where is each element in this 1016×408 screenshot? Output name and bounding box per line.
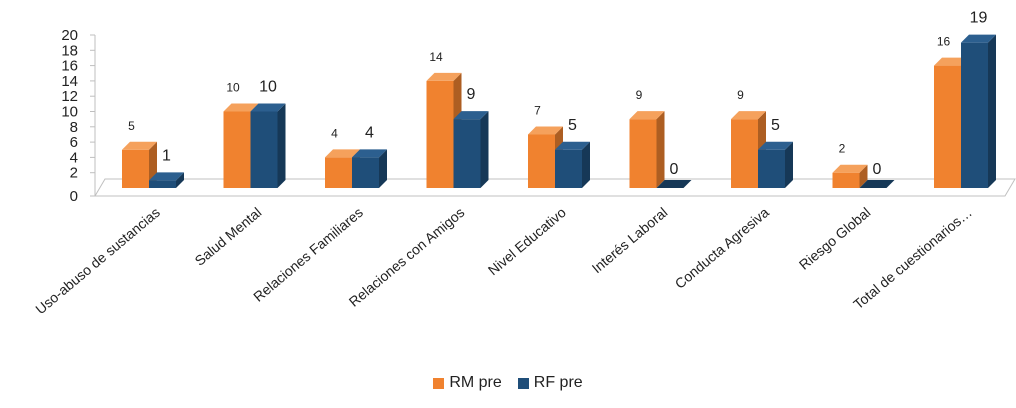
- y-tick-label: 4: [70, 149, 78, 166]
- y-tick-label: 12: [61, 88, 78, 105]
- data-label: 5: [128, 119, 135, 133]
- data-label: 10: [226, 81, 240, 95]
- bar-rm-pre: [731, 119, 758, 188]
- y-tick-label: 0: [70, 188, 78, 205]
- bar-top: [250, 103, 286, 112]
- y-tick-label: 8: [70, 119, 78, 136]
- data-label: 0: [873, 161, 882, 178]
- bar-side: [480, 111, 489, 188]
- bar-top: [731, 111, 766, 120]
- bar-top: [656, 180, 692, 188]
- data-label: 10: [259, 79, 277, 96]
- bar-side: [859, 164, 868, 188]
- bar-top: [325, 149, 360, 158]
- y-tick-label: 2: [70, 165, 78, 182]
- bar-top: [352, 149, 387, 158]
- bar-top: [629, 111, 665, 120]
- bar-top: [961, 34, 996, 43]
- bar-rm-pre: [223, 111, 251, 188]
- legend-item-rf-pre: RF pre: [517, 374, 583, 392]
- y-tick-label: 14: [61, 73, 78, 90]
- legend-label-rf-pre: RF pre: [533, 374, 583, 391]
- bar-top: [528, 126, 563, 135]
- bar-rf-pre: [555, 149, 582, 188]
- bar-rf-pre: [453, 119, 481, 188]
- bar-rm-pre: [629, 119, 657, 188]
- bar-rm-pre: [528, 134, 555, 188]
- data-label: 7: [534, 103, 541, 117]
- bar-rf-pre: [352, 157, 379, 188]
- x-tick-label: Relaciones Familiares: [250, 204, 366, 305]
- data-label: 9: [737, 88, 744, 102]
- legend: RM pre RF pre: [0, 374, 1016, 392]
- data-label: 4: [365, 124, 374, 141]
- bar-rm-pre: [934, 65, 961, 188]
- x-tick-label: Total de cuestionarios…: [850, 204, 975, 312]
- bar-top: [426, 72, 462, 81]
- legend-swatch-rf-pre: [517, 377, 529, 389]
- bar-top: [832, 164, 868, 173]
- y-tick-label: 16: [61, 58, 78, 75]
- y-tick-label: 20: [61, 27, 78, 44]
- bar-top: [934, 57, 969, 66]
- data-label: 4: [331, 126, 338, 140]
- x-tick-label: Salud Mental: [192, 204, 265, 269]
- data-label: 5: [568, 117, 577, 134]
- bar-side: [785, 141, 793, 188]
- data-label: 2: [839, 142, 846, 156]
- legend-label-rm-pre: RM pre: [449, 374, 502, 391]
- bar-top: [758, 141, 793, 150]
- x-tick-label: Interés Laboral: [589, 204, 671, 276]
- bar-rm-pre: [325, 157, 352, 188]
- bar-top: [453, 111, 489, 120]
- x-tick-label: Uso-abuso de sustancias: [32, 204, 163, 317]
- data-label: 14: [429, 50, 443, 64]
- bar-rm-pre: [426, 80, 454, 188]
- bar-rf-pre: [961, 42, 988, 189]
- x-tick-label: Nivel Educativo: [485, 204, 569, 278]
- bar-side: [988, 34, 996, 189]
- y-tick-label: 18: [61, 42, 78, 59]
- bar-side: [176, 172, 184, 188]
- bar-top: [223, 103, 259, 112]
- legend-item-rm-pre: RM pre: [433, 374, 502, 392]
- bar-rf-pre: [149, 180, 176, 188]
- legend-swatch-rm-pre: [433, 377, 445, 389]
- bar-rm-pre: [832, 172, 860, 188]
- data-label: 16: [937, 35, 951, 49]
- bar-side: [582, 141, 590, 188]
- data-label: 5: [771, 117, 780, 134]
- bar-top: [859, 180, 895, 188]
- data-label: 0: [670, 161, 679, 178]
- bar-rf-pre: [758, 149, 785, 188]
- data-label: 9: [467, 86, 476, 103]
- bar-top: [555, 141, 590, 150]
- bar-rf-pre: [250, 111, 278, 188]
- bar-side: [277, 103, 286, 188]
- bar-side: [656, 111, 665, 188]
- x-tick-label: Relaciones con Amigos: [346, 204, 468, 310]
- y-tick-label: 6: [70, 134, 78, 151]
- bar-rm-pre: [122, 149, 149, 188]
- x-tick-label: Riesgo Global: [796, 204, 874, 273]
- bar-top: [149, 172, 184, 181]
- bar-top: [122, 141, 157, 150]
- x-tick-label: Conducta Agresiva: [672, 204, 772, 292]
- y-tick-label: 10: [61, 104, 78, 121]
- data-label: 1: [162, 147, 171, 164]
- bar-side: [379, 149, 387, 188]
- data-label: 9: [636, 88, 643, 102]
- data-label: 19: [970, 10, 988, 27]
